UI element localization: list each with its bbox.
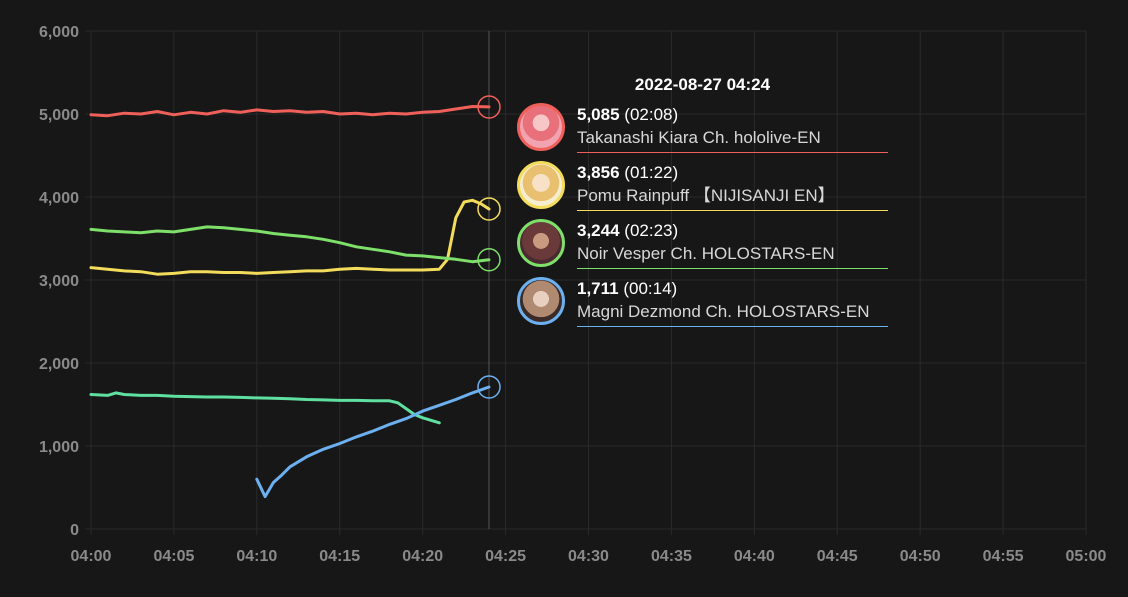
x-tick-label: 04:35 [651,548,692,565]
x-tick-label: 04:25 [485,548,526,565]
y-tick-label: 3,000 [39,273,79,290]
tooltip-value: 1,711 [577,279,619,298]
tooltip-value-line: 1,711 (00:14) [577,278,888,300]
x-axis-labels: 04:00 04:05 04:10 04:15 04:20 04:25 04:30 04:35… [71,548,1107,565]
tooltip-entry: 3,856 (01:22) Pomu Rainpuff 【NIJISANJI E… [517,160,888,218]
tooltip-channel-name: Noir Vesper Ch. HOLOSTARS-EN [577,244,835,263]
tooltip-channel-name: Pomu Rainpuff 【NIJISANJI EN】 [577,186,835,205]
y-tick-label: 6,000 [39,24,79,41]
x-tick-label: 04:15 [319,548,360,565]
tooltip-time: 2022-08-27 04:24 [634,75,771,94]
tooltip-value-line: 3,856 (01:22) [577,162,888,184]
tooltip-entry-text: 5,085 (02:08) Takanashi Kiara Ch. hololi… [577,104,888,153]
series-lines [89,105,491,499]
x-tick-label: 04:05 [153,548,194,565]
hover-marker-1 [477,197,501,221]
tooltip-duration: (02:23) [624,221,679,240]
tooltip-duration: (01:22) [624,163,679,182]
y-tick-label: 4,000 [39,190,79,207]
chart-tooltip: 2022-08-27 04:24 5,085 (02:08) Takanashi… [517,72,888,334]
tooltip-value-line: 3,244 (02:23) [577,220,888,242]
tooltip-duration: (00:14) [623,279,678,298]
x-tick-label: 04:50 [900,548,941,565]
avatar-noir [517,219,565,267]
series-line-1 [89,198,491,276]
tooltip-channel-name: Magni Dezmond Ch. HOLOSTARS-EN [577,302,870,321]
x-tick-label: 04:30 [568,548,609,565]
tooltip-entry: 1,711 (00:14) Magni Dezmond Ch. HOLOSTAR… [517,276,888,334]
y-tick-label: 5,000 [39,107,79,124]
tooltip-value: 3,856 [577,163,620,182]
tooltip-duration: (02:08) [624,105,679,124]
hover-markers [477,95,501,399]
tooltip-value: 5,085 [577,105,620,124]
hover-marker-4 [477,375,501,399]
series-line-2 [89,225,491,264]
tooltip-entry: 5,085 (02:08) Takanashi Kiara Ch. hololi… [517,102,888,160]
hover-marker-0 [477,95,501,119]
x-tick-label: 04:00 [71,548,112,565]
series-line-3 [89,391,441,425]
x-tick-label: 04:20 [402,548,443,565]
x-tick-label: 04:45 [817,548,858,565]
y-tick-label: 2,000 [39,356,79,373]
tooltip-entry-text: 1,711 (00:14) Magni Dezmond Ch. HOLOSTAR… [577,278,888,327]
avatar-magni [517,277,565,325]
y-tick-label: 0 [70,522,79,539]
avatar-kiara [517,103,565,151]
tooltip-entry-text: 3,244 (02:23) Noir Vesper Ch. HOLOSTARS-… [577,220,888,269]
hover-marker-2 [477,247,501,272]
tooltip-channel-name: Takanashi Kiara Ch. hololive-EN [577,128,821,147]
avatar-pomu [517,161,565,209]
tooltip-entry: 3,244 (02:23) Noir Vesper Ch. HOLOSTARS-… [517,218,888,276]
tooltip-entry-text: 3,856 (01:22) Pomu Rainpuff 【NIJISANJI E… [577,162,888,211]
x-tick-label: 05:00 [1066,548,1107,565]
series-line-4 [255,385,491,499]
y-axis-labels: 0 1,000 2,000 3,000 4,000 5,000 6,000 [39,24,79,539]
x-tick-label: 04:10 [236,548,277,565]
x-tick-label: 04:40 [734,548,775,565]
y-tick-label: 1,000 [39,439,79,456]
series-line-0 [89,105,491,118]
x-tick-label: 04:55 [983,548,1024,565]
tooltip-value: 3,244 [577,221,620,240]
tooltip-value-line: 5,085 (02:08) [577,104,888,126]
